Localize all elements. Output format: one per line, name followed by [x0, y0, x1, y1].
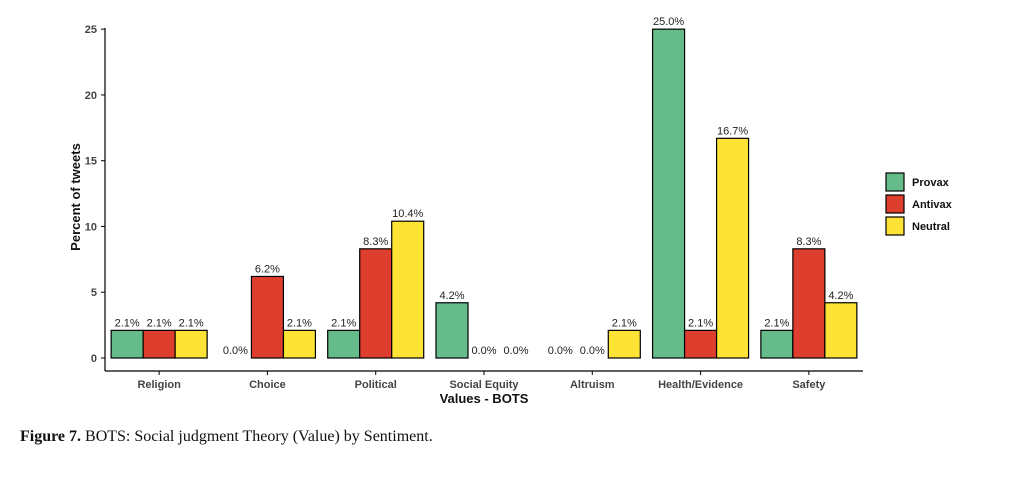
bar-provax-social-equity [435, 302, 469, 359]
legend-label-provax: Provax [912, 177, 950, 189]
data-label: 2.1% [612, 317, 637, 329]
x-tick-label: Health/Evidence [658, 379, 743, 391]
legend-swatch-antivax [885, 194, 905, 214]
y-tick-label: 5 [91, 287, 97, 299]
bar-neutral-political [391, 220, 425, 359]
bar-provax-political [327, 329, 361, 359]
y-axis-ticks: 0 5 10 15 20 25 [85, 24, 105, 365]
x-tick-label: Social Equity [449, 379, 519, 391]
data-labels-group: 2.1% 2.1% 2.1% 0.0% 6.2% 2.1% 2.1% 8.3% 10.4% 4.2… [115, 16, 854, 357]
data-label: 0.0% [223, 345, 248, 357]
data-label: 0.0% [471, 345, 496, 357]
data-label: 2.1% [287, 317, 312, 329]
bar-provax-health-evidence [651, 28, 686, 359]
bars-group [110, 28, 858, 359]
data-label: 0.0% [580, 345, 605, 357]
legend-swatch-neutral [885, 216, 905, 236]
data-label: 2.1% [764, 317, 789, 329]
data-label: 2.1% [147, 317, 172, 329]
data-label: 0.0% [548, 345, 573, 357]
y-tick-label: 10 [85, 221, 97, 233]
bar-provax-religion [110, 329, 144, 359]
y-tick-label: 25 [85, 24, 97, 36]
caption-text: BOTS: Social judgment Theory (Value) by … [81, 428, 433, 445]
figure-caption: Figure 7. BOTS: Social judgment Theory (… [20, 428, 433, 446]
bar-antivax-choice [250, 275, 285, 359]
data-label: 2.1% [688, 317, 713, 329]
data-label: 4.2% [828, 290, 853, 302]
data-label: 10.4% [392, 208, 423, 220]
x-tick-label: Political [355, 379, 397, 391]
x-tick-label: Altruism [570, 379, 615, 391]
data-label: 6.2% [255, 263, 280, 275]
legend-label-antivax: Antivax [912, 199, 953, 211]
x-tick-label: Safety [792, 379, 826, 391]
y-tick-label: 20 [85, 90, 97, 102]
bar-chart: 0 5 10 15 20 25 2.1% 2.1% 2.1% 0.0% 6.2% 2.1% 2.1% 8… [68, 16, 953, 406]
bar-antivax-safety [792, 248, 826, 359]
data-label: 2.1% [331, 317, 356, 329]
data-label: 8.3% [363, 236, 388, 248]
bar-neutral-religion [174, 329, 208, 359]
bar-antivax-health-evidence [683, 329, 718, 359]
x-tick-label: Religion [137, 379, 181, 391]
data-label: 8.3% [796, 236, 821, 248]
bar-neutral-altruism [607, 329, 641, 359]
y-tick-label: 0 [91, 353, 97, 365]
y-tick-label: 15 [85, 156, 97, 168]
bar-neutral-choice [282, 329, 317, 359]
x-axis-ticks: Religion Choice Political Social Equity Altr… [137, 371, 826, 391]
data-label: 16.7% [717, 125, 748, 137]
data-label: 4.2% [439, 290, 464, 302]
bar-neutral-health-evidence [715, 137, 750, 359]
legend: Provax Antivax Neutral [885, 172, 953, 236]
data-label: 2.1% [115, 317, 140, 329]
data-label: 2.1% [179, 317, 204, 329]
data-label: 25.0% [653, 16, 684, 28]
legend-swatch-provax [885, 172, 905, 192]
legend-label-neutral: Neutral [912, 221, 950, 233]
bar-provax-safety [760, 329, 794, 359]
x-tick-label: Choice [249, 379, 286, 391]
caption-label: Figure 7. [20, 428, 82, 445]
x-axis-title: Values - BOTS [440, 391, 529, 406]
bar-neutral-safety [824, 302, 858, 359]
y-axis-title: Percent of tweets [68, 143, 83, 251]
data-label: 0.0% [503, 345, 528, 357]
bar-antivax-religion [142, 329, 176, 359]
bar-antivax-political [359, 248, 393, 359]
